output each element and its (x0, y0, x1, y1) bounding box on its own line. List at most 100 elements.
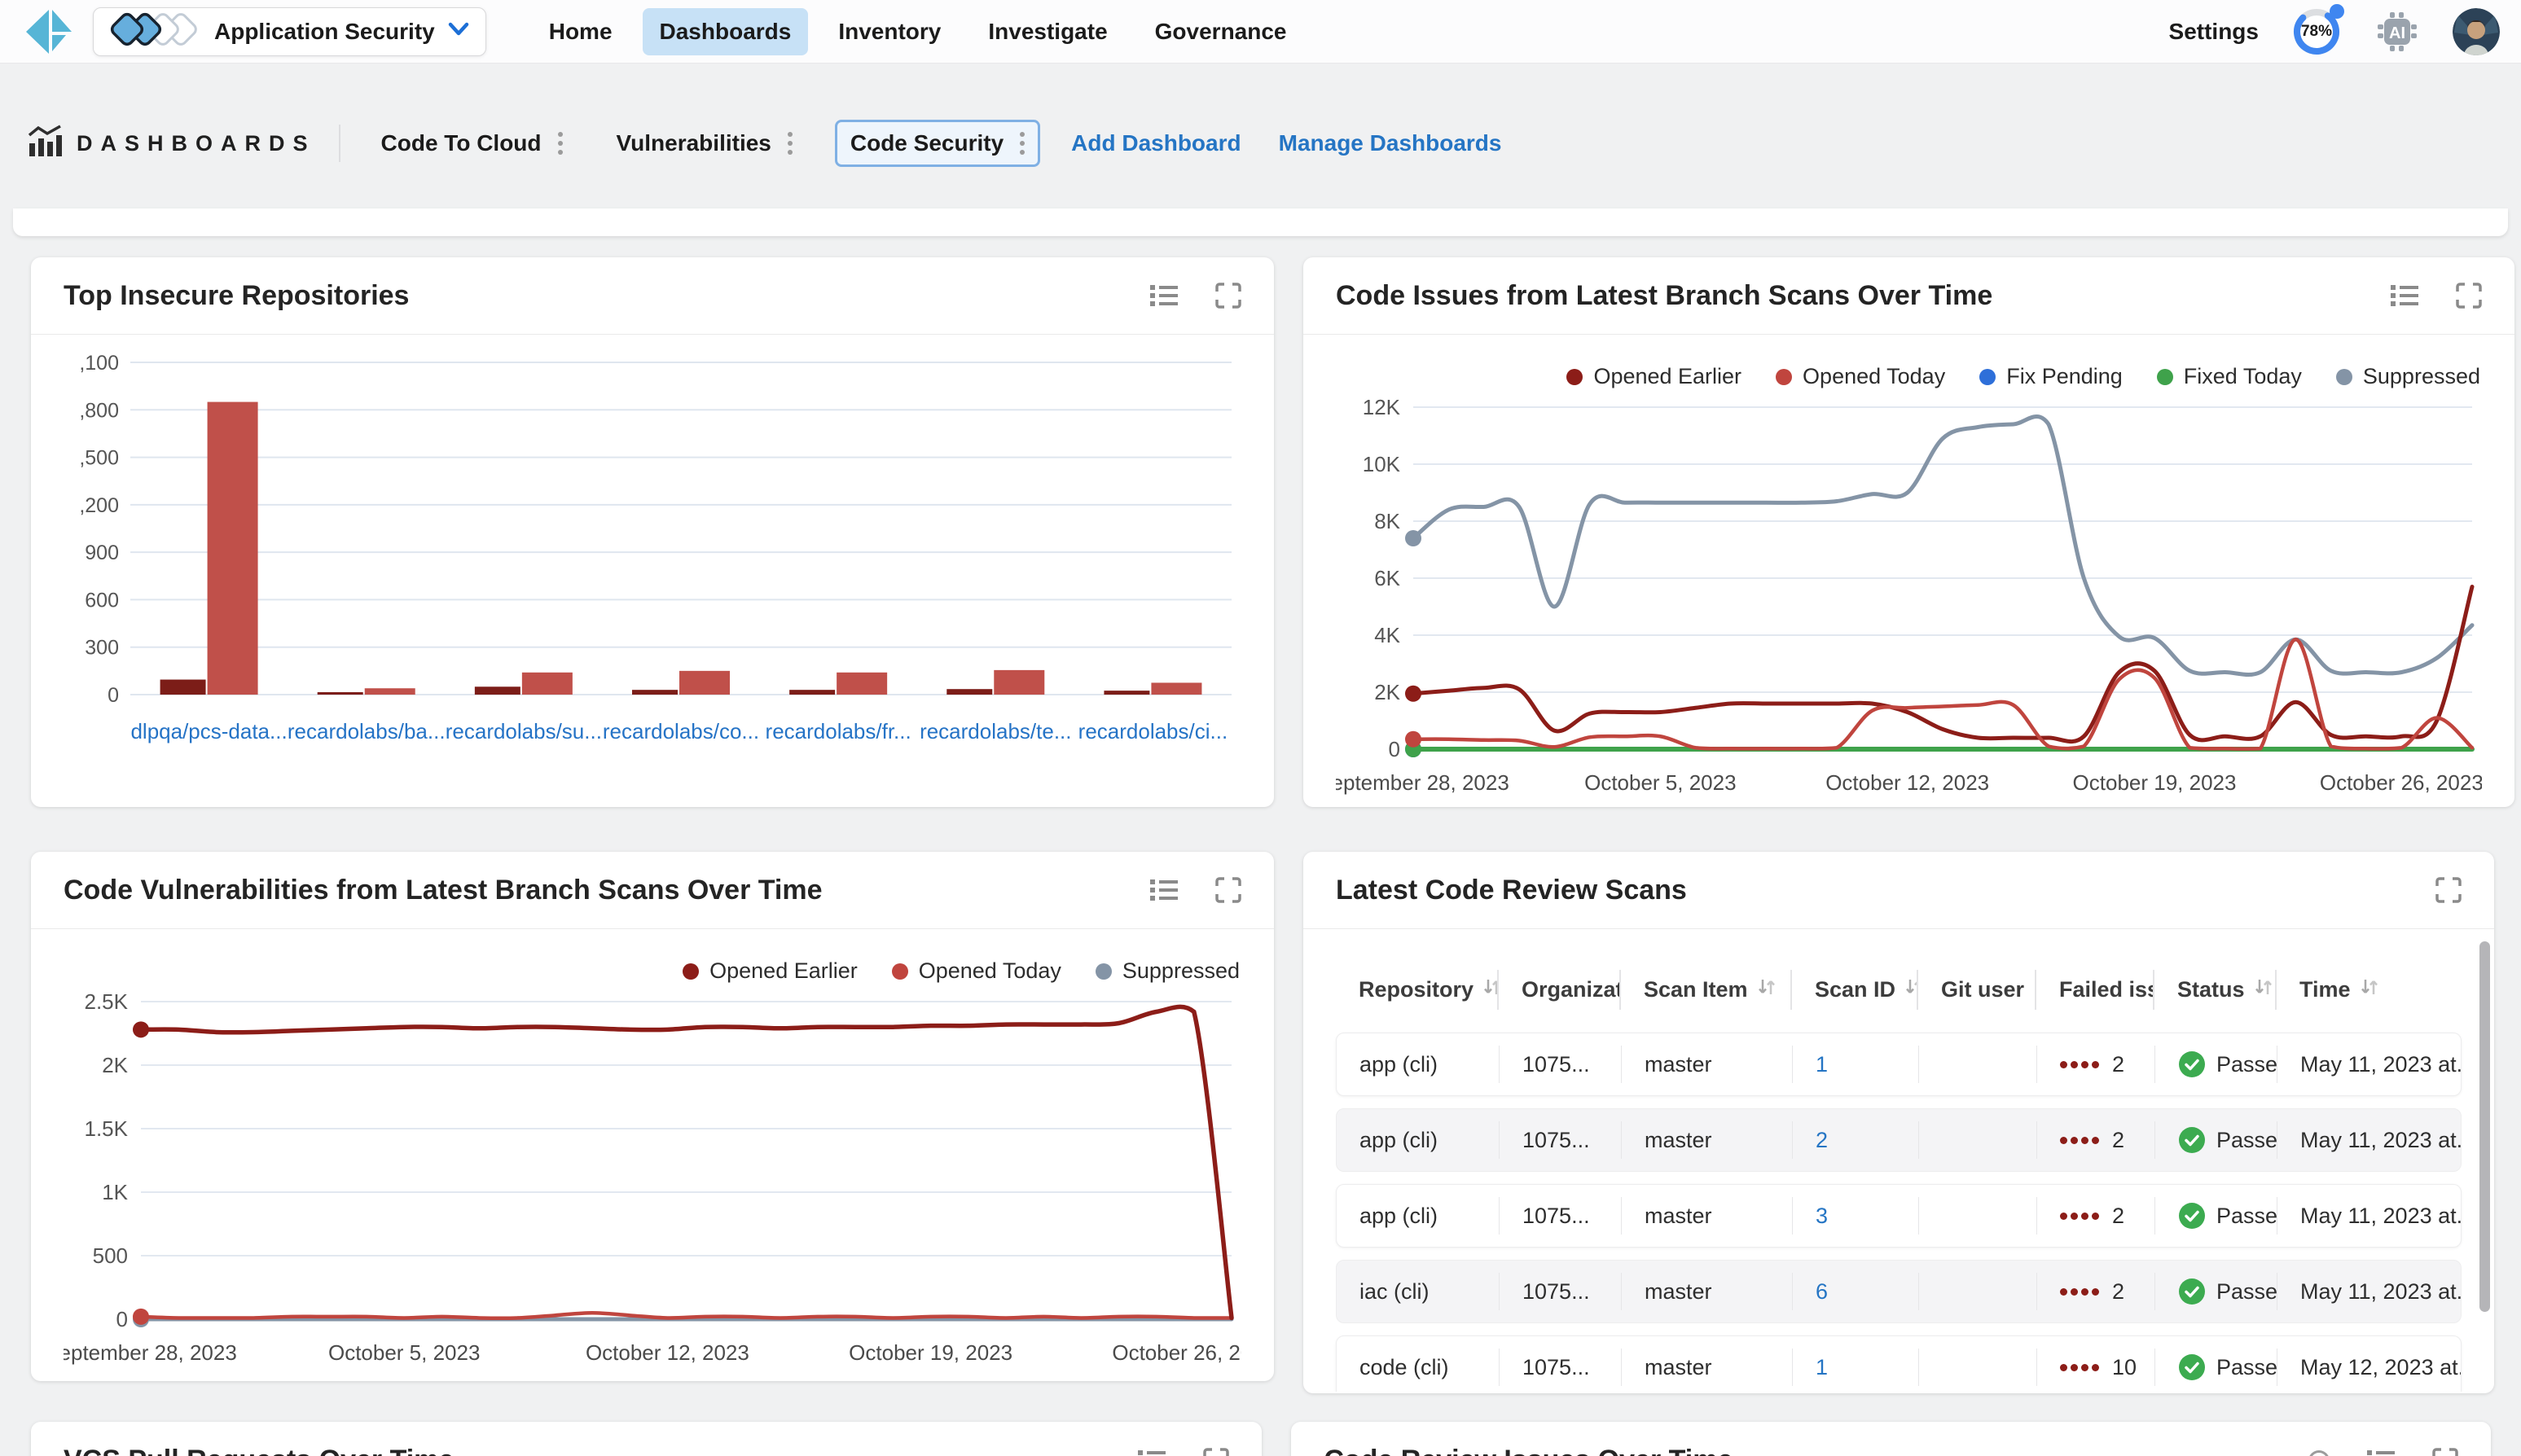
bar-category-label[interactable]: recardolabs/co... (603, 719, 759, 743)
kebab-menu-icon[interactable] (787, 132, 793, 155)
legend-item-opened-today[interactable]: Opened Today (1776, 364, 1945, 389)
bar-category-label[interactable]: recardolabs/ba... (288, 719, 446, 743)
expand-icon[interactable] (2435, 877, 2462, 903)
nav-item-investigate[interactable]: Investigate (988, 18, 1108, 44)
dashboard-tab-vulnerabilities[interactable]: Vulnerabilities (605, 121, 804, 166)
sort-icon[interactable] (2255, 976, 2273, 1003)
cell-failed-issues: 2 (2060, 1128, 2124, 1153)
sort-icon[interactable] (1758, 976, 1776, 1003)
expand-icon[interactable] (2456, 283, 2482, 309)
bar[interactable] (1151, 682, 1202, 695)
kebab-menu-icon[interactable] (1020, 132, 1026, 155)
nav-item-inventory[interactable]: Inventory (838, 18, 942, 44)
nav-item-governance[interactable]: Governance (1154, 18, 1287, 44)
table-cell (1919, 1273, 2037, 1310)
column-header-git-user[interactable]: Git user (1918, 970, 2036, 1010)
legend-item-fix-pending[interactable]: Fix Pending (1979, 364, 2123, 389)
scan-id-link[interactable]: 3 (1816, 1203, 1829, 1228)
column-header-scan-item[interactable]: Scan Item (1621, 970, 1792, 1010)
manage-dashboards-link[interactable]: Manage Dashboards (1278, 130, 1502, 156)
table-row[interactable]: app (cli) 1075... master 3 2 Passed May 11, 20… (1336, 1184, 2462, 1248)
list-view-icon[interactable] (1150, 283, 1178, 308)
legend-item-opened-earlier[interactable]: Opened Earlier (683, 958, 858, 984)
column-header-status[interactable]: Status (2154, 970, 2277, 1010)
nav-item-dashboards[interactable]: Dashboards (642, 7, 809, 55)
column-header-failed-issu[interactable]: Failed issu (2036, 970, 2154, 1010)
table-scrollbar[interactable] (2479, 941, 2490, 1312)
user-avatar[interactable] (2453, 7, 2500, 55)
usage-percent-label: 78% (2300, 22, 2333, 40)
bar-category-label[interactable]: recardolabs/ci... (1078, 719, 1228, 743)
card-vcs-pull-requests-over-time: VCS Pull Requests Over Time (31, 1422, 1263, 1456)
bar[interactable] (679, 670, 730, 695)
brand-logo-icon[interactable] (21, 6, 75, 58)
scan-id-link[interactable]: 2 (1816, 1127, 1829, 1152)
list-view-icon[interactable] (2367, 1449, 2395, 1456)
sort-icon[interactable] (1483, 976, 1497, 1003)
legend-item-fixed-today[interactable]: Fixed Today (2156, 364, 2302, 389)
top-nav: Application Security Home Dashboards Inv… (0, 0, 2521, 64)
legend-dot-icon (2335, 368, 2352, 385)
card-title: Code Issues from Latest Branch Scans Ove… (1336, 279, 1993, 311)
column-header-scan-id[interactable]: Scan ID (1792, 970, 1918, 1010)
sort-icon[interactable] (2361, 976, 2378, 1003)
table-cell: master (1622, 1197, 1793, 1235)
sort-icon[interactable] (1905, 976, 1917, 1003)
expand-icon[interactable] (1215, 283, 1241, 309)
add-dashboard-link[interactable]: Add Dashboard (1071, 130, 1241, 156)
settings-button[interactable]: Settings (2168, 18, 2259, 44)
scan-id-link[interactable]: 1 (1816, 1354, 1829, 1379)
bar[interactable] (521, 672, 573, 695)
bar[interactable] (160, 679, 206, 695)
bar[interactable] (317, 692, 363, 695)
bar[interactable] (994, 669, 1045, 695)
ai-copilot-icon[interactable]: AI (2374, 9, 2420, 55)
bar[interactable] (632, 690, 678, 695)
series-line-opened-earlier (138, 1004, 1234, 1321)
table-cell: Passed (2155, 1197, 2277, 1235)
bar-category-label[interactable]: recardolabs/su... (446, 719, 602, 743)
cell-repository: app (cli) (1359, 1051, 1438, 1077)
bar[interactable] (1104, 691, 1150, 695)
app-switcher[interactable]: Application Security (93, 7, 486, 56)
bar[interactable] (789, 690, 836, 695)
bar[interactable] (837, 672, 888, 695)
table-row[interactable]: iac (cli) 1075... master 6 2 Passed May 11, 20… (1336, 1260, 2462, 1323)
nav-item-home[interactable]: Home (548, 18, 613, 44)
legend-item-opened-today[interactable]: Opened Today (891, 958, 1061, 984)
list-view-icon[interactable] (2391, 283, 2418, 308)
table-row[interactable]: app (cli) 1075... master 1 2 Passed May 11, 20… (1336, 1033, 2462, 1096)
y-tick-label: 600 (85, 589, 119, 612)
bar[interactable] (946, 689, 993, 695)
list-view-icon[interactable] (1150, 878, 1178, 902)
legend-item-suppressed[interactable]: Suppressed (2335, 364, 2480, 389)
bar-category-label[interactable]: recardolabs/fr... (766, 719, 911, 743)
dashboard-tab-code-security[interactable]: Code Security (834, 120, 1041, 167)
scan-id-link[interactable]: 1 (1816, 1051, 1829, 1077)
legend-item-opened-earlier[interactable]: Opened Earlier (1566, 364, 1741, 389)
table-cell: 1075... (1500, 1197, 1622, 1235)
column-header-time[interactable]: Time (2277, 970, 2460, 1010)
bar-category-label[interactable]: dlpqa/pcs-data... (130, 719, 287, 743)
column-header-repository[interactable]: Repository (1336, 970, 1499, 1010)
passed-check-icon (2178, 1050, 2206, 1078)
bar-category-label[interactable]: recardolabs/te... (920, 719, 1071, 743)
bar[interactable] (207, 401, 258, 695)
table-row[interactable]: app (cli) 1075... master 2 2 Passed May 11, 20… (1336, 1108, 2462, 1172)
list-view-icon[interactable] (1138, 1449, 1166, 1456)
y-tick-label: 4K (1374, 623, 1400, 647)
kebab-menu-icon[interactable] (557, 132, 563, 155)
scan-id-link[interactable]: 6 (1816, 1278, 1829, 1304)
usage-progress-ring[interactable]: 78% (2291, 3, 2344, 57)
table-cell: 1 (1793, 1349, 1919, 1386)
expand-icon[interactable] (1203, 1447, 1230, 1456)
table-row[interactable]: code (cli) 1075... master 1 10 Passed May 12, … (1336, 1335, 2462, 1392)
table-cell: iac (cli) (1337, 1273, 1500, 1310)
expand-icon[interactable] (1215, 877, 1241, 903)
bar[interactable] (364, 688, 415, 695)
legend-item-suppressed[interactable]: Suppressed (1095, 958, 1240, 984)
column-header-organizat[interactable]: Organizat (1499, 970, 1621, 1010)
dashboard-tab-code-to-cloud[interactable]: Code To Cloud (370, 121, 574, 166)
bar[interactable] (474, 686, 520, 695)
expand-icon[interactable] (2432, 1447, 2458, 1456)
